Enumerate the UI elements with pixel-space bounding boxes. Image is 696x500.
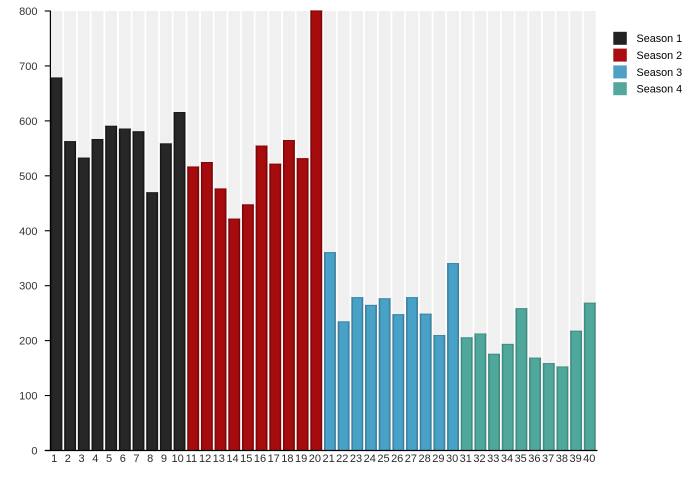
svg-text:36: 36 [528, 453, 540, 465]
svg-text:29: 29 [432, 453, 444, 465]
svg-text:30: 30 [446, 453, 458, 465]
svg-text:600: 600 [19, 116, 37, 128]
svg-text:9: 9 [161, 453, 167, 465]
svg-text:1: 1 [51, 453, 57, 465]
svg-text:200: 200 [19, 336, 37, 348]
svg-text:15: 15 [240, 453, 252, 465]
svg-text:32: 32 [473, 453, 485, 465]
svg-text:33: 33 [487, 453, 499, 465]
svg-text:Season 2: Season 2 [637, 50, 683, 62]
svg-text:3: 3 [79, 453, 85, 465]
svg-text:35: 35 [515, 453, 527, 465]
svg-text:21: 21 [322, 453, 334, 465]
svg-text:Season 4: Season 4 [637, 84, 683, 96]
svg-text:500: 500 [19, 171, 37, 183]
svg-text:22: 22 [336, 453, 348, 465]
svg-text:39: 39 [569, 453, 581, 465]
svg-text:300: 300 [19, 281, 37, 293]
svg-text:31: 31 [460, 453, 472, 465]
svg-text:38: 38 [556, 453, 568, 465]
svg-text:4: 4 [92, 453, 98, 465]
svg-text:5: 5 [106, 453, 112, 465]
svg-text:14: 14 [226, 453, 238, 465]
svg-text:28: 28 [419, 453, 431, 465]
svg-text:26: 26 [391, 453, 403, 465]
svg-text:13: 13 [213, 453, 225, 465]
svg-text:800: 800 [19, 6, 37, 18]
svg-text:24: 24 [364, 453, 376, 465]
svg-text:0: 0 [31, 446, 37, 458]
svg-text:Season 3: Season 3 [637, 67, 683, 79]
svg-text:40: 40 [583, 453, 595, 465]
svg-text:17: 17 [268, 453, 280, 465]
svg-text:7: 7 [133, 453, 139, 465]
svg-text:700: 700 [19, 61, 37, 73]
svg-text:12: 12 [199, 453, 211, 465]
svg-text:20: 20 [309, 453, 321, 465]
svg-text:19: 19 [295, 453, 307, 465]
svg-text:10: 10 [172, 453, 184, 465]
svg-text:34: 34 [501, 453, 513, 465]
svg-text:100: 100 [19, 391, 37, 403]
svg-text:37: 37 [542, 453, 554, 465]
svg-text:18: 18 [281, 453, 293, 465]
svg-text:6: 6 [120, 453, 126, 465]
svg-text:23: 23 [350, 453, 362, 465]
svg-text:400: 400 [19, 226, 37, 238]
svg-text:16: 16 [254, 453, 266, 465]
svg-text:11: 11 [186, 453, 197, 465]
svg-text:2: 2 [65, 453, 71, 465]
svg-text:27: 27 [405, 453, 417, 465]
svg-text:Season 1: Season 1 [637, 33, 683, 45]
svg-text:25: 25 [377, 453, 389, 465]
svg-text:8: 8 [147, 453, 153, 465]
